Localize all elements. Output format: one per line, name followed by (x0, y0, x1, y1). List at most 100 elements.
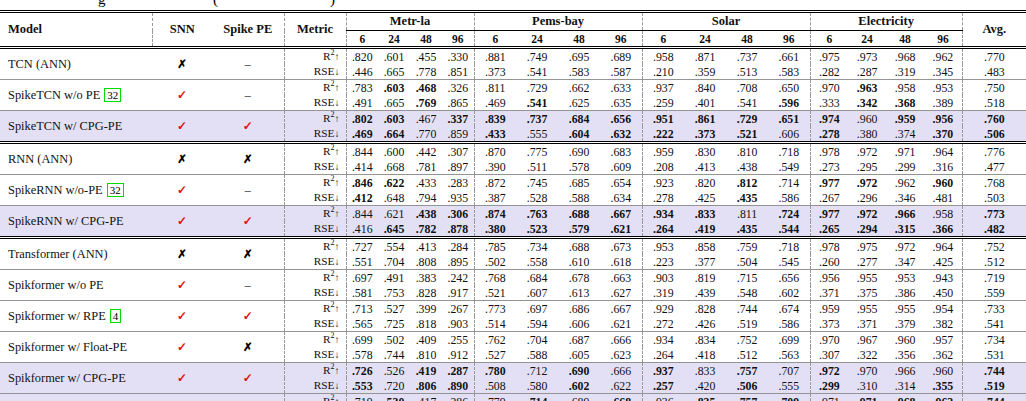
value-cell: .366 (924, 221, 962, 238)
value-cell: .578 (558, 159, 600, 175)
value-cell: .622 (378, 175, 410, 191)
metric-label: R2↑ (284, 394, 346, 401)
value-cell: .633 (600, 80, 642, 96)
avg-value-cell: .483 (962, 64, 1026, 80)
value-cell: .401 (684, 95, 726, 111)
citation-link[interactable]: 32 (104, 88, 121, 102)
value-cell: .963 (848, 80, 886, 96)
arrow-up-icon: ↑ (335, 334, 340, 345)
value-cell: .859 (442, 126, 474, 143)
value-cell: .606 (558, 316, 600, 332)
value-cell: .635 (600, 95, 642, 111)
value-cell: .844 (346, 143, 378, 160)
value-cell: .729 (516, 80, 558, 96)
value-cell: .785 (474, 238, 516, 255)
value-cell: .527 (474, 347, 516, 363)
value-cell: .222 (642, 126, 684, 143)
value-cell: .734 (516, 238, 558, 255)
value-cell: .551 (346, 254, 378, 270)
metric-label: R2↑ (284, 238, 346, 255)
model-row: Spikformer w/ Float-PE✓✗R2↑.699.502.409.… (0, 332, 1026, 348)
value-cell: .294 (848, 221, 886, 238)
value-cell: .846 (346, 175, 378, 191)
value-cell: .749 (516, 48, 558, 65)
caption-fragment: ( (213, 0, 218, 8)
metric-label: R2↑ (284, 80, 346, 96)
value-cell: .958 (924, 206, 962, 222)
value-cell: .382 (924, 316, 962, 332)
value-cell: .399 (410, 301, 442, 317)
spike-pe-flag: ✓ (212, 394, 284, 401)
arrow-down-icon: ↓ (335, 287, 340, 298)
avg-value-cell: .744 (962, 394, 1026, 401)
col-header-horizon: 24 (848, 31, 886, 48)
value-cell: .688 (558, 206, 600, 222)
value-cell: .602 (558, 378, 600, 394)
value-cell: .648 (378, 190, 410, 206)
value-cell: .936 (642, 394, 684, 401)
avg-value-cell: .750 (962, 80, 1026, 96)
spike-pe-flag: – (212, 80, 284, 111)
value-cell: .373 (684, 126, 726, 143)
value-cell: .960 (886, 332, 924, 348)
value-cell: .583 (768, 64, 810, 80)
value-cell: .417 (410, 394, 442, 401)
value-cell: .763 (516, 206, 558, 222)
spike-pe-flag: – (212, 270, 284, 301)
value-cell: .953 (642, 238, 684, 255)
metric-label: RSE↓ (284, 190, 346, 206)
value-cell: .255 (442, 332, 474, 348)
value-cell: .481 (924, 190, 962, 206)
avg-value-cell: .482 (962, 221, 1026, 238)
citation-link[interactable]: 4 (110, 309, 122, 323)
value-cell: .563 (768, 347, 810, 363)
value-cell: .435 (726, 190, 768, 206)
value-cell: .272 (642, 316, 684, 332)
spike-pe-flag: ✓ (212, 301, 284, 332)
value-cell: .835 (684, 394, 726, 401)
value-cell: .621 (600, 221, 642, 238)
value-cell: .342 (848, 95, 886, 111)
avg-value-cell: .773 (962, 206, 1026, 222)
value-cell: .527 (378, 301, 410, 317)
value-cell: .666 (600, 332, 642, 348)
value-cell: .588 (558, 190, 600, 206)
value-cell: .775 (516, 143, 558, 160)
value-cell: .322 (848, 347, 886, 363)
value-cell: .654 (600, 175, 642, 191)
value-cell: .971 (886, 143, 924, 160)
value-cell: .541 (726, 95, 768, 111)
avg-value-cell: .541 (962, 316, 1026, 332)
spike-pe-flag: – (212, 48, 284, 80)
value-cell: .315 (886, 221, 924, 238)
model-name: Spikformer w/ RPE (8, 309, 106, 323)
value-cell: .389 (924, 95, 962, 111)
spike-pe-flag: ✗ (212, 332, 284, 363)
snn-flag: ✗ (152, 143, 212, 175)
value-cell: .383 (410, 270, 442, 286)
model-name-cell: Spikformer w/ RPE 4 (0, 301, 152, 332)
value-cell: .818 (410, 316, 442, 332)
value-cell: .960 (848, 111, 886, 127)
arrow-down-icon: ↓ (335, 192, 340, 203)
value-cell: .729 (726, 111, 768, 127)
value-cell: .413 (684, 159, 726, 175)
citation-link[interactable]: 32 (107, 183, 124, 197)
value-cell: .978 (810, 238, 848, 255)
value-cell: .707 (768, 363, 810, 379)
value-cell: .666 (600, 363, 642, 379)
value-cell: .346 (886, 190, 924, 206)
value-cell: .689 (600, 48, 642, 65)
model-name: Spikformer w/o PE (8, 278, 104, 292)
model-name: TCN (ANN) (8, 57, 71, 71)
value-cell: .820 (684, 175, 726, 191)
value-cell: .956 (924, 111, 962, 127)
metric-name: R (323, 302, 331, 314)
model-name: RNN (ANN) (8, 152, 72, 166)
value-cell: .878 (442, 221, 474, 238)
value-cell: .665 (378, 64, 410, 80)
metric-label: R2↑ (284, 143, 346, 160)
value-cell: .609 (600, 159, 642, 175)
value-cell: .828 (410, 285, 442, 301)
value-cell: .622 (600, 378, 642, 394)
